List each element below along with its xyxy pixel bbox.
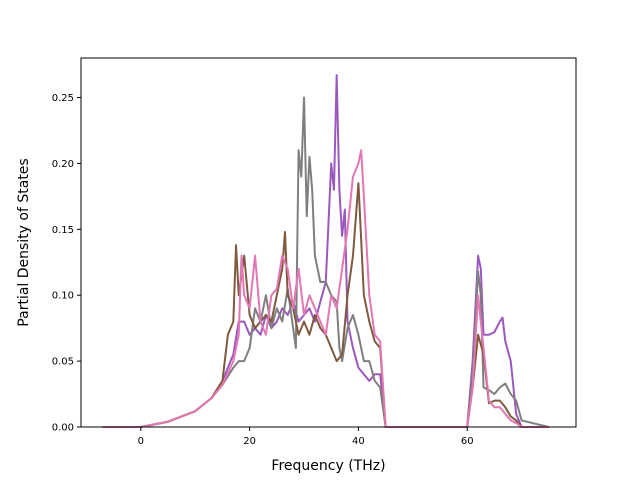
y-axis-label: Partial Density of States — [16, 158, 32, 326]
series-layer — [102, 74, 550, 428]
x-tick-label: 60 — [461, 436, 474, 447]
y-tick-label: 0.05 — [52, 357, 74, 368]
series-line-3 — [102, 182, 549, 428]
series-line-2 — [102, 96, 550, 428]
y-tick-label: 0.25 — [52, 93, 74, 104]
y-tick-label: 0.20 — [52, 159, 74, 170]
series-line-4 — [102, 149, 549, 428]
y-tick-label: 0.15 — [52, 225, 74, 236]
x-axis-label: Frequency (THz) — [271, 458, 385, 474]
x-tick-label: 20 — [243, 436, 256, 447]
series-line-1 — [102, 74, 549, 428]
x-tick-label: 0 — [138, 436, 144, 447]
y-tick-label: 0.00 — [52, 423, 74, 434]
x-tick-label: 40 — [352, 436, 365, 447]
tick-layer: 0 20 40 60 0.00 0.05 0.10 0.15 0.20 0.25 — [52, 93, 474, 447]
plot-frame — [80, 57, 577, 428]
y-tick-label: 0.10 — [52, 291, 74, 302]
